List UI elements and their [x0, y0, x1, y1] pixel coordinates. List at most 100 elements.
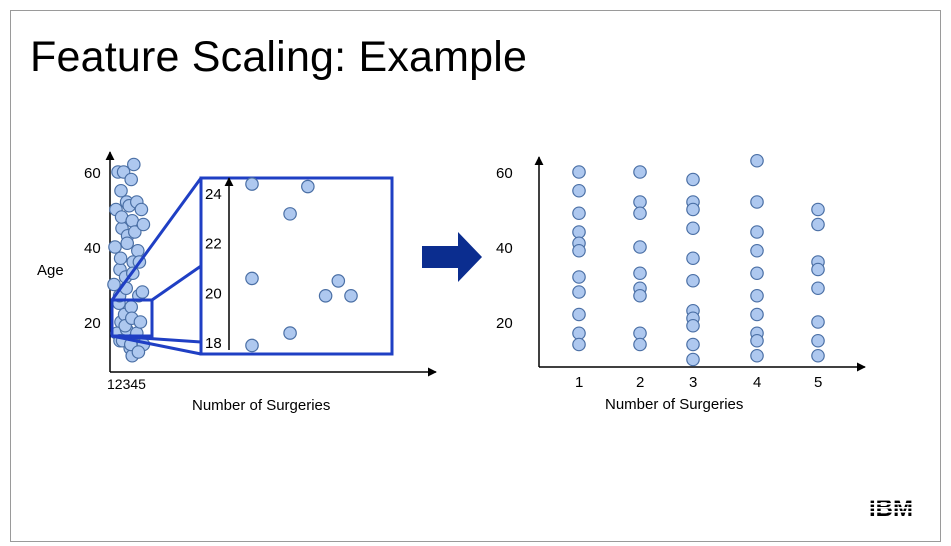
right-data-point	[572, 285, 586, 299]
right-data-point	[572, 243, 586, 258]
right-data-point	[686, 251, 700, 266]
left-data-point	[131, 345, 146, 359]
left-points	[107, 157, 151, 363]
right-data-point	[686, 337, 700, 352]
right-data-point	[750, 243, 764, 258]
inset-data-point	[318, 289, 333, 303]
right-data-point	[686, 352, 700, 367]
right-data-point	[572, 307, 586, 322]
right-data-point	[572, 206, 586, 221]
left-y-ticks: 20 40 60	[84, 165, 101, 332]
inset-data-point	[301, 179, 315, 194]
right-points	[572, 153, 825, 367]
right-data-point	[811, 333, 825, 348]
right-data-point	[686, 172, 700, 187]
zoom-callout-line	[151, 264, 202, 302]
zoom-callout-line	[111, 334, 202, 344]
right-data-point	[750, 266, 764, 281]
left-data-point	[125, 213, 139, 228]
left-data-point	[136, 217, 151, 232]
right-data-point	[811, 202, 825, 217]
inset-y-tick-label: 20	[205, 285, 222, 302]
inset-data-point	[344, 289, 358, 303]
right-data-point	[633, 206, 647, 221]
left-data-point	[107, 277, 121, 292]
right-y-ticks: 20 40 60	[496, 165, 513, 332]
right-data-point	[750, 225, 764, 239]
slide-frame	[10, 10, 941, 542]
right-data-point	[686, 318, 700, 333]
right-y-tick-label: 20	[496, 315, 513, 332]
left-data-point	[124, 172, 138, 187]
inset-data-point	[331, 274, 346, 288]
left-data-point	[127, 157, 141, 172]
right-data-point	[750, 333, 764, 348]
right-data-point	[750, 153, 764, 168]
left-data-point	[128, 225, 142, 239]
inset-points	[245, 177, 358, 353]
right-data-point	[811, 348, 825, 363]
right-data-point	[633, 266, 647, 281]
right-data-point	[572, 326, 586, 341]
left-data-point	[114, 183, 128, 198]
left-x-tick-labels: 12345	[107, 376, 146, 392]
left-y-tick-label: 40	[84, 240, 101, 257]
inset-data-point	[283, 207, 297, 221]
right-x-tick-label: 2	[636, 374, 644, 391]
right-data-point	[811, 315, 825, 329]
right-y-tick-label: 60	[496, 165, 513, 182]
right-data-point	[811, 281, 825, 296]
inset-data-point	[245, 271, 259, 286]
inset-y-tick-label: 22	[205, 236, 222, 253]
inset-data-point	[283, 326, 297, 340]
right-y-tick-label: 40	[496, 240, 513, 257]
right-chart: Number of Surgeries 1 2 3 4 5 20 40 60	[496, 153, 866, 413]
left-x-axis-label: Number of Surgeries	[192, 397, 330, 414]
right-data-point	[686, 273, 700, 288]
slide-title: Feature Scaling: Example	[30, 33, 528, 81]
right-data-point	[811, 217, 825, 232]
ibm-logo: IBM	[866, 495, 928, 522]
inset-y-tick-label: 24	[205, 186, 222, 203]
left-y-tick-label: 60	[84, 165, 101, 182]
ibm-logo-stripes	[866, 499, 928, 513]
left-data-point	[134, 202, 149, 217]
right-data-point	[633, 165, 647, 179]
right-data-point	[750, 195, 764, 209]
right-x-tick-label: 3	[689, 374, 697, 391]
left-data-point	[113, 251, 128, 266]
inset-y-ticks: 18 20 22 24	[205, 186, 222, 352]
right-data-point	[633, 288, 647, 303]
zoom-callout-line	[111, 334, 202, 356]
right-data-point	[572, 337, 586, 352]
left-chart: Age Number of Surgeries 12345 20 40 60 18 2…	[37, 151, 437, 414]
inset-y-tick-label: 18	[205, 335, 222, 352]
zoom-callout-line	[110, 177, 203, 301]
right-data-point	[686, 221, 700, 236]
left-data-point	[131, 243, 145, 258]
right-data-point	[686, 202, 700, 217]
left-data-point	[120, 236, 134, 251]
right-data-point	[572, 165, 586, 179]
left-y-axis-label: Age	[37, 262, 64, 279]
right-data-point	[633, 337, 647, 352]
right-data-point	[750, 348, 764, 363]
right-data-point	[572, 183, 586, 198]
right-x-ticks: 1 2 3 4 5	[575, 374, 822, 391]
right-x-tick-label: 5	[814, 374, 822, 391]
left-y-tick-label: 20	[84, 315, 101, 332]
left-data-point	[135, 285, 150, 299]
left-data-point	[133, 315, 148, 329]
right-data-point	[811, 262, 825, 277]
right-data-point	[633, 195, 647, 209]
right-x-axis-label: Number of Surgeries	[605, 396, 743, 413]
right-x-tick-label: 4	[753, 374, 761, 391]
inset-data-point	[245, 338, 259, 353]
transform-arrow	[422, 232, 482, 282]
right-data-point	[572, 270, 586, 284]
left-data-point	[108, 240, 122, 254]
right-x-tick-label: 1	[575, 374, 583, 391]
right-data-point	[572, 225, 586, 239]
